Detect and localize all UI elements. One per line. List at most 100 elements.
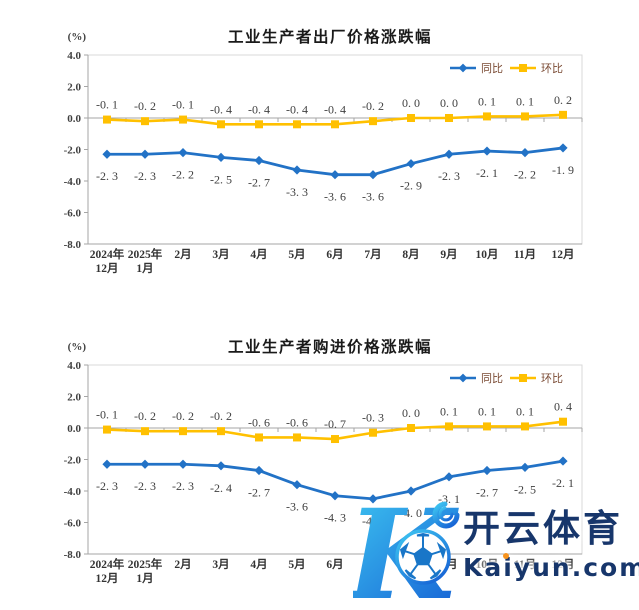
diamond-marker-icon	[254, 465, 264, 476]
y-tick-label: -2.0	[64, 455, 82, 467]
square-marker-icon	[255, 433, 263, 442]
diamond-marker-icon	[292, 165, 302, 175]
square-marker-icon	[141, 117, 149, 126]
square-marker-icon	[293, 433, 301, 442]
square-marker-icon	[445, 422, 453, 431]
kaiyun-watermark: K	[353, 486, 639, 610]
square-marker-icon	[483, 112, 491, 121]
watermark-domain-text: Kaiyun.com	[463, 552, 639, 582]
data-label: 0. 1	[516, 94, 534, 108]
data-label: -0. 6	[248, 415, 270, 429]
x-tick-label: 12月	[96, 572, 119, 585]
factory-price-chart: 工业生产者出厂价格涨跌幅 (%) 4.0 2.0 0.0 -2.0 -4.0 -6.0 -8.0…	[0, 18, 639, 289]
data-label: 0. 2	[554, 93, 572, 107]
diamond-marker-icon	[216, 461, 226, 471]
orange-i-dot-icon	[503, 552, 509, 559]
plot-border	[87, 54, 583, 245]
y-axis-unit: (%)	[68, 341, 87, 353]
kaiyun-logo: K	[353, 486, 460, 610]
diamond-marker-icon	[406, 486, 416, 496]
data-label: -2. 3	[96, 479, 118, 493]
diamond-marker-icon	[520, 148, 530, 158]
square-marker-icon	[369, 117, 377, 126]
diamond-marker-icon	[558, 143, 568, 153]
watermark-text-block: 开云体育 Kaiyun.com	[463, 507, 639, 582]
data-label: -2. 2	[172, 168, 194, 182]
diamond-marker-icon	[178, 148, 188, 158]
square-marker-icon	[217, 120, 225, 129]
data-label: 0. 4	[554, 400, 572, 414]
data-label: 0. 0	[402, 406, 420, 420]
data-label: -0. 4	[248, 102, 270, 116]
legend: 同比 环比	[450, 372, 563, 385]
diamond-marker-icon	[520, 462, 530, 472]
data-label: -3. 6	[286, 500, 308, 514]
data-label: -2. 2	[514, 168, 536, 182]
diamond-marker-icon	[368, 494, 378, 504]
data-label: -0. 4	[324, 102, 346, 116]
square-marker-icon	[103, 115, 111, 124]
data-label: -0. 2	[362, 99, 384, 113]
diamond-marker-icon	[216, 152, 226, 162]
y-axis: 4.0 2.0 0.0 -2.0 -4.0 -6.0 -8.0	[64, 50, 88, 251]
x-tick-label: 2024年	[90, 247, 125, 261]
y-tick-label: 4.0	[67, 50, 81, 62]
data-label: -2. 7	[476, 486, 498, 500]
x-tick-label: 9月	[440, 248, 457, 261]
legend-label: 环比	[541, 62, 563, 75]
y-tick-label: -4.0	[64, 176, 82, 188]
square-marker-icon	[559, 417, 567, 426]
x-tick-label: 10月	[476, 558, 499, 571]
x-tick-label: 2月	[174, 248, 191, 261]
y-tick-label: 0.0	[67, 113, 81, 125]
series-yoy: -2. 3 -2. 3 -2. 2 -2. 5 -2. 7 -3. 3 -3. 6 -3. 6…	[96, 143, 574, 204]
data-label: -2. 3	[172, 479, 194, 493]
data-label: -2. 3	[134, 479, 156, 493]
data-label: 0. 1	[440, 404, 458, 418]
square-marker-icon	[521, 422, 529, 431]
series-mom: -0. 1 -0. 2 -0. 2 -0. 2 -0. 6 -0. 6 -0. 7 -0. 3…	[96, 400, 572, 444]
square-marker-icon	[559, 110, 567, 119]
diamond-marker-icon	[482, 146, 492, 156]
x-tick-label: 7月	[364, 248, 381, 261]
purchase-price-chart-svg: 工业生产者购进价格涨跌幅 (%) 4.0 2.0 0.0 -2.0 -4.0 -6.0 -8.0…	[64, 337, 583, 585]
data-label: -0. 1	[96, 98, 118, 112]
data-label: 0. 0	[402, 96, 420, 110]
legend-label: 环比	[541, 372, 563, 385]
data-label: -2. 3	[134, 169, 156, 183]
data-label: -0. 2	[134, 409, 156, 423]
x-tick-label: 6月	[326, 558, 343, 571]
legend-diamond-icon	[458, 373, 468, 383]
x-tick-label: 12月	[552, 558, 575, 571]
data-label: -0. 4	[286, 102, 308, 116]
square-marker-icon	[369, 428, 377, 437]
series-mom: -0. 1 -0. 2 -0. 1 -0. 4 -0. 4 -0. 4 -0. 4 -0. 2…	[96, 93, 572, 129]
square-marker-icon	[255, 120, 263, 129]
purchase-price-chart: 工业生产者购进价格涨跌幅 (%) 4.0 2.0 0.0 -2.0 -4.0 -6.0 -8.0…	[0, 328, 639, 599]
diamond-marker-icon	[444, 472, 454, 482]
diamond-marker-icon	[102, 149, 112, 159]
diamond-marker-icon	[102, 459, 112, 469]
logo-swirl	[432, 501, 460, 529]
x-tick-label: 5月	[288, 248, 305, 261]
square-marker-icon	[445, 114, 453, 122]
x-tick-label: 7月	[364, 558, 381, 571]
square-marker-icon	[483, 422, 491, 431]
data-label: -0. 1	[96, 408, 118, 422]
watermark-brand-text: 开云体育	[463, 507, 623, 550]
diamond-marker-icon	[178, 459, 188, 469]
square-marker-icon	[407, 424, 415, 432]
legend: 同比 环比	[450, 62, 563, 75]
square-marker-icon	[103, 425, 111, 434]
data-label: -2. 5	[514, 482, 536, 496]
soccer-ball-icon	[395, 529, 451, 585]
x-tick-label: 3月	[212, 558, 229, 571]
y-tick-label: 2.0	[67, 392, 81, 404]
data-label: 0. 1	[478, 404, 496, 418]
data-label: 0. 0	[440, 96, 458, 110]
data-label: 0. 1	[478, 94, 496, 108]
diamond-marker-icon	[482, 465, 492, 476]
x-tick-label: 2025年	[128, 557, 163, 571]
data-label: -3. 6	[362, 190, 384, 204]
data-label: -4. 3	[324, 511, 346, 525]
